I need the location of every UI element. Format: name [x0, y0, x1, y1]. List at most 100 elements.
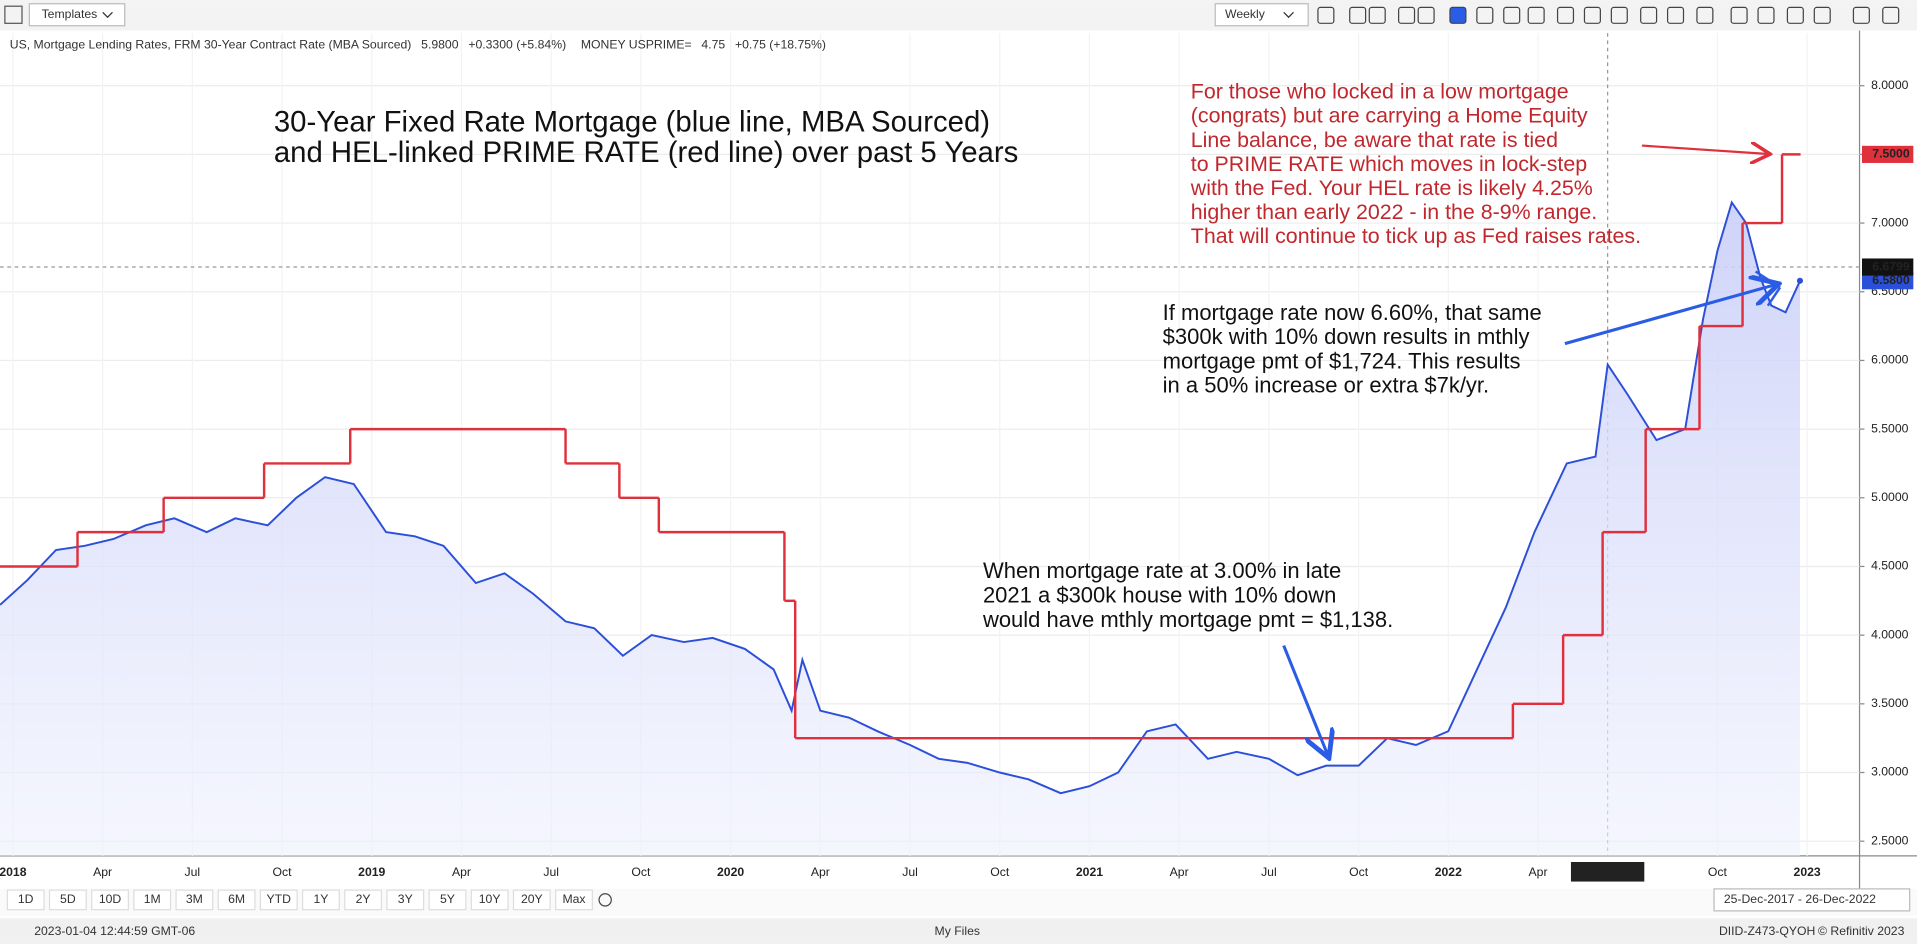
x-tick-label: 2019	[358, 865, 385, 879]
tool-icon[interactable]	[1813, 6, 1831, 24]
interval-dropdown[interactable]	[1214, 3, 1309, 27]
session-id: DIID-Z473-QYOH	[1719, 924, 1815, 938]
tool-icon[interactable]	[1666, 6, 1685, 24]
arrow	[1754, 270, 1781, 289]
range-button[interactable]	[344, 889, 383, 911]
templates-dropdown[interactable]	[28, 3, 126, 27]
tool-icon[interactable]	[1368, 6, 1386, 24]
tool-icon[interactable]	[1786, 6, 1804, 24]
y-tick-label: 7.0000	[1871, 215, 1909, 229]
range-button-label: Max	[562, 892, 585, 906]
price-tag-label: 6.5800	[1872, 273, 1910, 287]
annotation-line: (congrats) but are carrying a Home Equit…	[1191, 104, 1588, 128]
my-files[interactable]: My Files	[935, 924, 980, 938]
tool-icon[interactable]	[1556, 6, 1575, 24]
range-button[interactable]	[428, 889, 467, 911]
chart-title: and HEL-linked PRIME RATE (red line) ove…	[274, 136, 1018, 169]
range-button[interactable]	[6, 889, 45, 911]
range-button-label: YTD	[267, 892, 292, 906]
tool-icon[interactable]	[1730, 6, 1748, 24]
range-button-label: 6M	[228, 892, 245, 906]
series-layer	[0, 153, 1804, 856]
price-tag	[1861, 272, 1914, 290]
y-tick-label: 5.5000	[1871, 421, 1909, 435]
tool-icon[interactable]	[1757, 6, 1775, 24]
tool-icon[interactable]	[1449, 6, 1467, 24]
range-button[interactable]	[175, 889, 214, 911]
range-button[interactable]	[301, 889, 340, 911]
area	[0, 202, 1800, 856]
x-tick-label: Apr	[452, 865, 471, 879]
range-button[interactable]	[555, 889, 593, 911]
x-tick-label: Oct	[1708, 865, 1728, 879]
range-button-label: 5D	[60, 892, 76, 906]
range-button[interactable]	[133, 889, 172, 911]
crosshair-date-box	[1570, 862, 1645, 882]
tool-icon[interactable]	[1417, 6, 1435, 24]
price-tag-label: 6.6799	[1872, 259, 1910, 273]
range-button[interactable]	[48, 889, 87, 911]
annotation-line: to PRIME RATE which moves in lock-step	[1191, 152, 1587, 176]
range-button-label: 2Y	[356, 892, 371, 906]
y-tick-label: 4.0000	[1871, 627, 1909, 641]
price-tag	[1861, 145, 1914, 163]
range-button[interactable]	[512, 889, 551, 911]
tool-icon[interactable]	[1583, 6, 1601, 24]
range-button[interactable]	[91, 889, 129, 911]
tool-icon[interactable]	[1610, 6, 1628, 24]
y-tick-label: 4.5000	[1871, 559, 1909, 573]
range-button-label: 3M	[186, 892, 203, 906]
annotation-line: 2021 a $300k house with 10% down	[983, 583, 1336, 608]
crosshair-date: 13 Jun '22	[1578, 865, 1637, 879]
range-button[interactable]	[386, 889, 425, 911]
toolbar-icons	[1317, 6, 1900, 24]
settings-button[interactable]	[598, 893, 612, 907]
x-tick-label: Apr	[1529, 865, 1548, 879]
annotation-line: mortgage pmt of $1,724. This results	[1163, 348, 1521, 373]
annotations: 30-Year Fixed Rate Mortgage (blue line, …	[274, 80, 1641, 632]
annotation-line: If mortgage rate now 6.60%, that same	[1163, 300, 1542, 325]
x-tick-label: 2023	[1794, 865, 1821, 879]
y-tick-label: 3.0000	[1871, 765, 1909, 779]
sidebar-toggle[interactable]	[4, 5, 23, 24]
tool-icon[interactable]	[1640, 6, 1658, 24]
range-button-label: 1M	[144, 892, 161, 906]
date-range-box[interactable]	[1713, 888, 1911, 912]
tool-icon[interactable]	[1349, 6, 1367, 24]
range-button-label: 3Y	[398, 892, 413, 906]
range-button-label: 1D	[18, 892, 34, 906]
annotation-line: higher than early 2022 - in the 8-9% ran…	[1191, 200, 1597, 224]
x-tick-label: Apr	[93, 865, 112, 879]
tool-icon[interactable]	[1476, 6, 1494, 24]
arrow	[1564, 284, 1779, 346]
x-tick-label: Jul	[543, 865, 559, 879]
axes: 2.5000 3.0000 3.5000 4.0000 4.5000 5.0000 5.50…	[0, 78, 1914, 882]
legend-legend-value: 4.75	[701, 38, 725, 52]
last-point	[1796, 277, 1804, 284]
tool-icon[interactable]	[1317, 6, 1335, 24]
dropdown-caret	[1283, 11, 1294, 19]
range-button[interactable]	[470, 889, 509, 911]
legend: US, Mortgage Lending Rates, FRM 30-Year …	[10, 38, 826, 52]
range-button-label: 5Y	[440, 892, 455, 906]
tool-icon[interactable]	[1852, 6, 1870, 24]
chart-title: 30-Year Fixed Rate Mortgage (blue line, …	[274, 105, 990, 138]
tool-icon[interactable]	[1696, 6, 1714, 24]
annotation-line: That will continue to tick up as Fed rai…	[1191, 224, 1641, 248]
x-tick-label: 2022	[1435, 865, 1462, 879]
range-button[interactable]	[259, 889, 298, 911]
tool-icon[interactable]	[1527, 6, 1545, 24]
tool-icon[interactable]	[1503, 6, 1521, 24]
annotation-line: For those who locked in a low mortgage	[1191, 80, 1569, 104]
tool-icon[interactable]	[1882, 6, 1900, 24]
interval-label: Weekly	[1225, 7, 1266, 21]
annotation-line: Line balance, be aware that rate is tied	[1191, 128, 1558, 152]
range-buttons: 1D 5D 10D 1M 3M 6M YTD 1Y 2Y 3Y 5Y 10Y 20Y Max	[6, 889, 612, 911]
x-tick-label: Apr	[1170, 865, 1189, 879]
x-tick-label: Jul	[902, 865, 918, 879]
annotation-line: $300k with 10% down results in mthly	[1163, 324, 1530, 349]
range-button[interactable]	[217, 889, 256, 911]
tool-icon[interactable]	[1398, 6, 1416, 24]
